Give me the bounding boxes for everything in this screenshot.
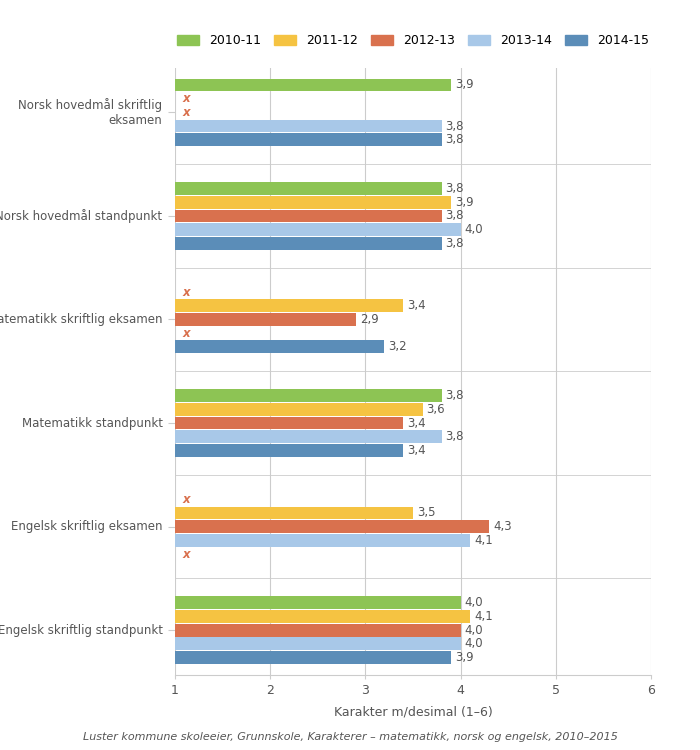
Bar (175, 610, 470, 622)
Text: 4,3: 4,3 (493, 520, 512, 533)
Bar (175, 417, 403, 430)
Bar (175, 237, 442, 250)
Bar (175, 120, 442, 133)
Text: 4,0: 4,0 (464, 638, 483, 650)
Text: x: x (183, 493, 190, 506)
Legend: 2010-11, 2011-12, 2012-13, 2013-14, 2014-15: 2010-11, 2011-12, 2012-13, 2013-14, 2014… (177, 34, 649, 47)
Text: x: x (183, 286, 190, 298)
Text: 3,6: 3,6 (426, 403, 445, 416)
Text: 4,0: 4,0 (464, 624, 483, 637)
Bar (175, 299, 403, 312)
Text: x: x (183, 92, 190, 105)
Text: 3,4: 3,4 (407, 444, 426, 457)
Text: 3,5: 3,5 (416, 506, 435, 520)
Text: x: x (183, 548, 190, 560)
Text: 3,8: 3,8 (445, 237, 464, 250)
Text: 3,8: 3,8 (445, 182, 464, 195)
X-axis label: Karakter m/desimal (1–6): Karakter m/desimal (1–6) (334, 705, 492, 718)
Text: 3,8: 3,8 (445, 119, 464, 133)
Text: 4,0: 4,0 (464, 223, 483, 236)
Text: 3,4: 3,4 (407, 416, 426, 430)
Bar (175, 638, 461, 650)
Text: 4,0: 4,0 (464, 596, 483, 609)
Bar (175, 624, 461, 637)
Bar (175, 182, 442, 195)
Text: 3,8: 3,8 (445, 134, 464, 146)
Text: x: x (183, 106, 190, 118)
Text: 4,1: 4,1 (474, 610, 493, 623)
Bar (175, 534, 470, 547)
Bar (175, 403, 423, 416)
Text: 4,1: 4,1 (474, 534, 493, 547)
Text: 3,9: 3,9 (455, 651, 473, 664)
Text: 3,9: 3,9 (455, 79, 473, 92)
Bar (175, 209, 442, 222)
Bar (175, 596, 461, 609)
Text: Luster kommune skoleeier, Grunnskole, Karakterer – matematikk, norsk og engelsk,: Luster kommune skoleeier, Grunnskole, Ka… (83, 733, 617, 742)
Text: 3,8: 3,8 (445, 430, 464, 443)
Bar (175, 389, 442, 402)
Bar (175, 224, 461, 236)
Text: 2,9: 2,9 (360, 313, 379, 326)
Bar (175, 134, 442, 146)
Text: 3,9: 3,9 (455, 196, 473, 208)
Text: 3,4: 3,4 (407, 299, 426, 312)
Text: x: x (183, 327, 190, 340)
Bar (175, 340, 384, 353)
Text: 3,8: 3,8 (445, 389, 464, 402)
Bar (175, 520, 489, 533)
Bar (175, 506, 413, 519)
Text: 3,2: 3,2 (389, 340, 407, 353)
Bar (175, 430, 442, 443)
Bar (175, 79, 451, 92)
Bar (175, 196, 451, 208)
Bar (175, 444, 403, 457)
Bar (175, 651, 451, 664)
Text: 3,8: 3,8 (445, 209, 464, 223)
Bar (175, 313, 356, 326)
